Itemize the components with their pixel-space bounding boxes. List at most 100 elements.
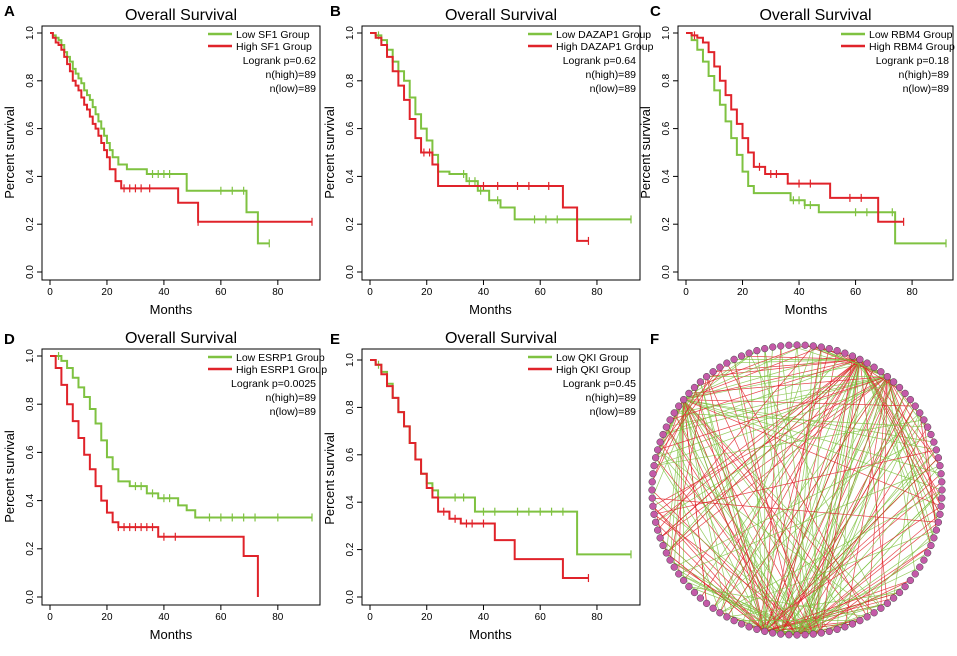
network-edge <box>719 367 814 635</box>
network-node <box>937 502 945 510</box>
network-nodes <box>648 341 946 639</box>
y-tick-label: 0.6 <box>661 121 672 135</box>
network-node <box>801 631 809 639</box>
y-tick-label: 0.0 <box>345 590 356 604</box>
chart-title: Overall Survival <box>125 330 237 347</box>
y-axis-label: Percent survival <box>2 430 17 523</box>
y-tick-label: 0.8 <box>25 73 36 87</box>
network-node <box>654 526 662 534</box>
stat-text: n(low)=89 <box>903 83 950 95</box>
y-tick-label: 0.0 <box>25 590 36 604</box>
network-edge <box>836 529 937 630</box>
network-node <box>856 616 864 625</box>
y-tick-label: 0.2 <box>25 217 36 231</box>
network-node <box>923 549 932 557</box>
x-tick-label: 20 <box>421 287 433 298</box>
stat-text: n(high)=89 <box>266 69 317 81</box>
network-node <box>863 613 871 621</box>
network-edge <box>652 506 765 632</box>
network-node <box>656 534 664 542</box>
network-node <box>863 359 871 367</box>
network-edge <box>780 399 911 635</box>
network-edge <box>652 497 814 635</box>
network-edge <box>659 441 798 636</box>
network-edge <box>780 405 916 635</box>
network-node <box>901 389 909 398</box>
network-edge <box>726 362 868 618</box>
network-node <box>745 349 753 357</box>
network-node <box>685 582 693 591</box>
stat-text: n(low)=89 <box>270 83 317 95</box>
stat-text: n(low)=89 <box>590 406 637 418</box>
legend-entry: High DAZAP1 Group <box>556 41 654 53</box>
network-node <box>723 359 731 367</box>
network-edge <box>694 344 806 388</box>
network-edge <box>666 352 846 554</box>
network-edge <box>813 545 932 635</box>
network-node <box>679 395 688 404</box>
network-edge <box>859 359 942 507</box>
network-edge <box>796 393 906 636</box>
network-edge <box>764 580 911 632</box>
network-edge <box>859 359 941 466</box>
network-node <box>648 494 656 502</box>
network-node <box>648 478 656 486</box>
network-edge <box>859 359 888 604</box>
y-tick-label: 0.6 <box>25 121 36 135</box>
x-tick-label: 80 <box>591 287 603 298</box>
network-edge <box>796 545 932 636</box>
network-edge <box>712 412 921 609</box>
network-node <box>911 570 919 578</box>
network-node <box>877 368 885 376</box>
x-tick-label: 60 <box>535 287 547 298</box>
network-edge <box>683 399 728 617</box>
network-edge <box>719 529 937 614</box>
network-edge <box>657 449 875 614</box>
panel-b: B Overall Survival 0 20 40 60 80 Months 0.0 0.2 0.… <box>322 3 654 317</box>
network-edge <box>662 376 888 435</box>
network-node <box>801 341 809 349</box>
network-edge <box>683 359 860 400</box>
network-edge <box>796 465 941 636</box>
network-node <box>659 541 667 550</box>
network-edge <box>653 449 937 515</box>
panel-c: C Overall Survival 0 20 40 60 80 Months 0.0 0.2 0.… <box>638 3 955 317</box>
network-edge <box>756 348 830 630</box>
network-node <box>670 409 678 417</box>
network-node <box>737 620 746 628</box>
network-edge <box>719 345 814 613</box>
network-edge <box>652 497 939 523</box>
y-tick-label: 0.0 <box>345 265 356 279</box>
network-edge <box>919 412 937 531</box>
network-node <box>659 430 667 439</box>
y-tick-label: 0.6 <box>25 445 36 459</box>
panel-letter: A <box>4 3 15 20</box>
network-node <box>901 582 909 591</box>
network-node <box>825 627 833 636</box>
network-edge <box>651 381 701 499</box>
network-edge <box>683 399 943 491</box>
x-tick-label: 60 <box>535 612 547 623</box>
network-node <box>696 378 705 386</box>
stat-text: Logrank p=0.45 <box>563 378 636 390</box>
network-node <box>716 609 724 617</box>
x-tick-label: 40 <box>158 287 170 298</box>
x-tick-label: 0 <box>683 287 689 298</box>
y-tick-label: 0.4 <box>345 169 356 183</box>
network-node <box>930 438 938 446</box>
network-edge <box>694 387 766 632</box>
network-node <box>833 347 841 355</box>
network-node <box>662 423 671 431</box>
network-edge <box>812 489 943 635</box>
network-node <box>690 383 699 392</box>
network-node <box>817 343 825 351</box>
network-edge <box>812 393 906 635</box>
network-node <box>825 344 833 353</box>
network-node <box>656 438 664 446</box>
network-edge <box>796 344 822 633</box>
stat-text: Logrank p=0.62 <box>243 55 316 67</box>
network-node <box>651 518 660 526</box>
y-tick-label: 0.8 <box>661 73 672 87</box>
network-edge <box>812 359 861 635</box>
network-node <box>848 620 857 628</box>
